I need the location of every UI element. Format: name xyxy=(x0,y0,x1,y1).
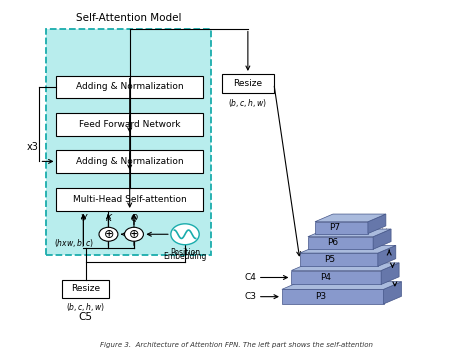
Text: Q: Q xyxy=(130,214,137,223)
Text: Self-Attention Model: Self-Attention Model xyxy=(75,13,181,23)
Text: P5: P5 xyxy=(324,255,335,264)
Polygon shape xyxy=(282,282,401,289)
Text: Adding & Normalization: Adding & Normalization xyxy=(76,83,183,91)
Text: Resize: Resize xyxy=(71,284,100,293)
Polygon shape xyxy=(300,253,378,266)
Text: P7: P7 xyxy=(329,223,341,232)
Polygon shape xyxy=(381,263,399,285)
FancyBboxPatch shape xyxy=(56,113,203,135)
Text: $\oplus$: $\oplus$ xyxy=(103,228,114,241)
Polygon shape xyxy=(315,214,386,222)
Text: Resize: Resize xyxy=(233,79,263,88)
Polygon shape xyxy=(282,289,383,304)
Text: x3: x3 xyxy=(27,142,39,152)
Polygon shape xyxy=(308,229,391,237)
Text: C3: C3 xyxy=(245,292,256,301)
Text: Embedding: Embedding xyxy=(164,252,207,261)
Polygon shape xyxy=(315,222,368,233)
Text: Adding & Normalization: Adding & Normalization xyxy=(76,157,183,166)
Polygon shape xyxy=(378,245,396,266)
Text: P4: P4 xyxy=(320,273,331,282)
Text: C5: C5 xyxy=(79,312,93,322)
Polygon shape xyxy=(383,282,401,304)
Text: $(b, c, h, w)$: $(b, c, h, w)$ xyxy=(66,301,105,313)
Circle shape xyxy=(125,227,144,241)
Text: V: V xyxy=(80,214,86,223)
Polygon shape xyxy=(292,263,399,271)
Polygon shape xyxy=(308,237,373,249)
Text: Position: Position xyxy=(170,247,200,257)
FancyBboxPatch shape xyxy=(46,29,211,255)
Text: $(hxw, b, c)$: $(hxw, b, c)$ xyxy=(54,237,94,249)
FancyBboxPatch shape xyxy=(56,150,203,173)
Circle shape xyxy=(171,224,199,245)
Polygon shape xyxy=(373,229,391,249)
Text: K: K xyxy=(106,214,111,223)
Text: Multi-Head Self-attention: Multi-Head Self-attention xyxy=(73,195,187,204)
FancyBboxPatch shape xyxy=(62,280,109,298)
Text: Figure 3.  Architecture of Attention FPN. The left part shows the self-attention: Figure 3. Architecture of Attention FPN.… xyxy=(100,342,374,348)
FancyBboxPatch shape xyxy=(56,188,203,211)
Text: $\oplus$: $\oplus$ xyxy=(128,228,140,241)
Text: $(b, c, h, w)$: $(b, c, h, w)$ xyxy=(228,97,267,108)
Polygon shape xyxy=(368,214,386,233)
Text: P3: P3 xyxy=(315,292,326,301)
Text: Feed Forward Network: Feed Forward Network xyxy=(79,120,181,129)
FancyBboxPatch shape xyxy=(56,76,203,98)
Polygon shape xyxy=(292,271,381,285)
Text: P6: P6 xyxy=(327,238,338,247)
Circle shape xyxy=(99,227,118,241)
FancyBboxPatch shape xyxy=(222,74,274,93)
Polygon shape xyxy=(300,245,396,253)
Text: C4: C4 xyxy=(245,273,256,282)
